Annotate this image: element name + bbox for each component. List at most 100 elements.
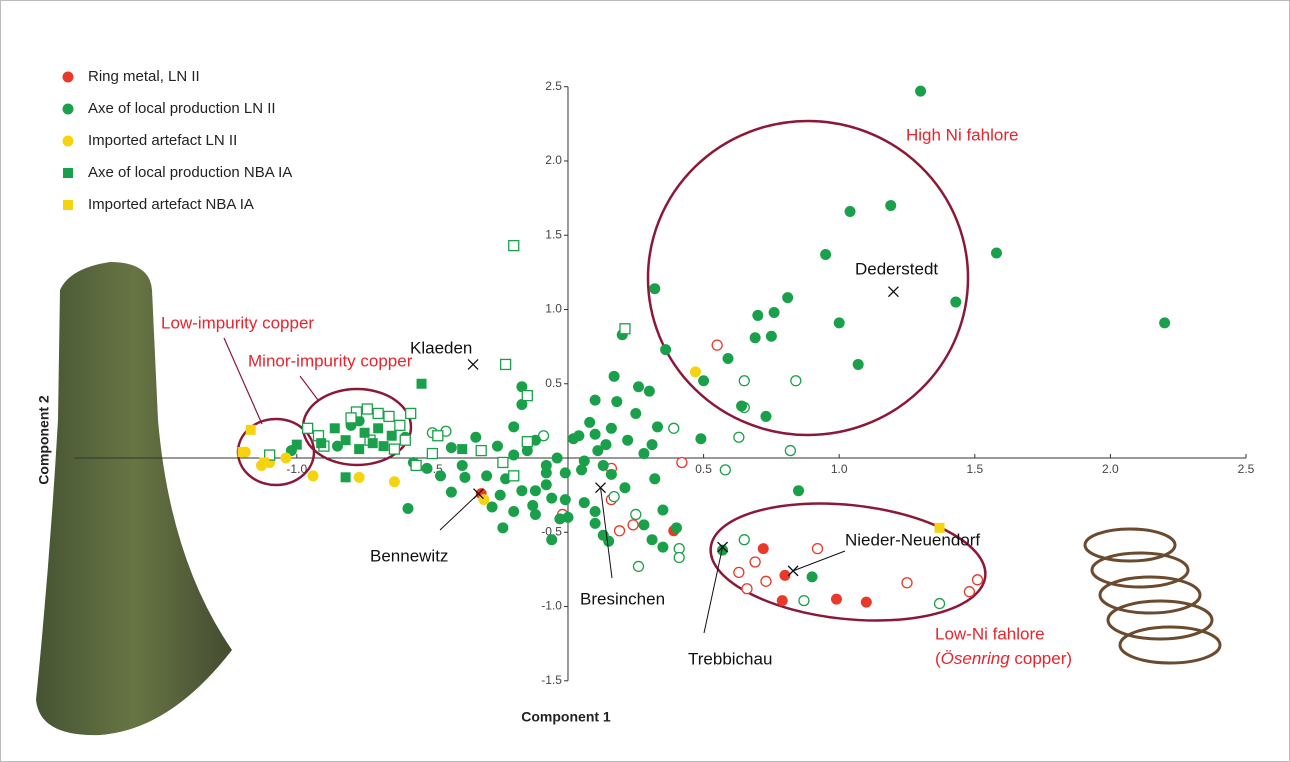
ring-image — [1085, 529, 1220, 663]
circle-point — [736, 401, 747, 412]
region-note-part: copper) — [1010, 649, 1072, 668]
circle-point — [766, 331, 777, 342]
circle-point — [592, 445, 603, 456]
region-label: Minor-impurity copper — [248, 351, 413, 370]
circle-point — [527, 500, 538, 511]
square-point — [373, 408, 383, 418]
square-point — [384, 411, 394, 421]
circle-point — [885, 200, 896, 211]
square-point — [362, 404, 372, 414]
y-tick-label: 1.0 — [545, 302, 562, 316]
circle-point — [546, 493, 557, 504]
square-point — [341, 435, 351, 445]
circle-point — [674, 553, 684, 563]
x-tick-label: 1.0 — [831, 462, 848, 476]
square-point — [354, 444, 364, 454]
circle-point — [487, 502, 498, 513]
circle-point — [389, 476, 400, 487]
circle-point — [598, 460, 609, 471]
axe-image — [36, 262, 232, 735]
circle-point — [782, 292, 793, 303]
circle-point — [435, 470, 446, 481]
circle-point — [573, 430, 584, 441]
circle-point — [280, 453, 291, 464]
square-point — [509, 471, 519, 481]
circle-point — [541, 467, 552, 478]
circle-point — [508, 450, 519, 461]
circle-point — [660, 344, 671, 355]
circle-point — [760, 411, 771, 422]
square-point — [292, 440, 302, 450]
circle-point — [761, 576, 771, 586]
region-label: Low-Ni fahlore — [935, 624, 1045, 643]
legend-marker — [63, 136, 74, 147]
circle-point — [690, 366, 701, 377]
square-point — [316, 438, 326, 448]
circle-point — [603, 536, 614, 547]
circle-point — [590, 506, 601, 517]
circle-point — [647, 439, 658, 450]
circle-point — [1159, 317, 1170, 328]
square-point — [620, 324, 630, 334]
circle-point — [695, 433, 706, 444]
square-point — [387, 431, 397, 441]
square-point — [395, 420, 405, 430]
circle-point — [546, 534, 557, 545]
circle-point — [812, 544, 822, 554]
x-axis-label: Component 1 — [521, 709, 611, 725]
circle-point — [619, 482, 630, 493]
square-point — [373, 423, 383, 433]
legend-label: Axe of local production NBA IA — [88, 164, 292, 181]
circle-point — [402, 503, 413, 514]
circle-point — [634, 561, 644, 571]
circle-point — [742, 584, 752, 594]
circle-point — [734, 567, 744, 577]
square-point — [501, 359, 511, 369]
square-point — [238, 447, 248, 457]
circle-point — [799, 596, 809, 606]
square-point — [427, 449, 437, 459]
circle-point — [712, 340, 722, 350]
circle-point — [590, 429, 601, 440]
circle-point — [739, 535, 749, 545]
region-label: High Ni fahlore — [906, 125, 1018, 144]
circle-point — [902, 578, 912, 588]
square-point — [433, 431, 443, 441]
site-label: Nieder-Neuendorf — [845, 530, 980, 549]
circle-point — [609, 371, 620, 382]
square-point — [522, 437, 532, 447]
circle-point — [354, 472, 365, 483]
circle-point — [739, 376, 749, 386]
circle-point — [552, 453, 563, 464]
circle-point — [861, 597, 872, 608]
y-tick-label: 2.5 — [545, 79, 562, 93]
square-point — [522, 391, 532, 401]
circle-point — [630, 408, 641, 419]
square-point — [476, 446, 486, 456]
circle-point — [807, 571, 818, 582]
site-label: Bennewitz — [370, 546, 448, 565]
circle-point — [579, 497, 590, 508]
circle-point — [964, 587, 974, 597]
square-point — [246, 425, 256, 435]
circle-point — [750, 557, 760, 567]
circle-point — [606, 423, 617, 434]
region-pointer — [300, 376, 318, 400]
circle-point — [769, 307, 780, 318]
site-marker — [888, 287, 898, 297]
y-tick-label: 0.5 — [545, 376, 562, 390]
region-note: (Ösenring copper) — [935, 649, 1072, 668]
circle-point — [752, 310, 763, 321]
circle-point — [649, 283, 660, 294]
chart: -1.0-0.50.51.01.52.02.5-1.5-1.0-0.50.51.… — [0, 0, 1290, 762]
square-point — [417, 379, 427, 389]
circle-point — [734, 432, 744, 442]
circle-point — [698, 375, 709, 386]
square-point — [330, 423, 340, 433]
legend-marker — [63, 104, 74, 115]
circle-point — [508, 506, 519, 517]
square-point — [389, 444, 399, 454]
circle-point — [950, 297, 961, 308]
circle-point — [991, 248, 1002, 259]
region-outline — [705, 491, 991, 633]
